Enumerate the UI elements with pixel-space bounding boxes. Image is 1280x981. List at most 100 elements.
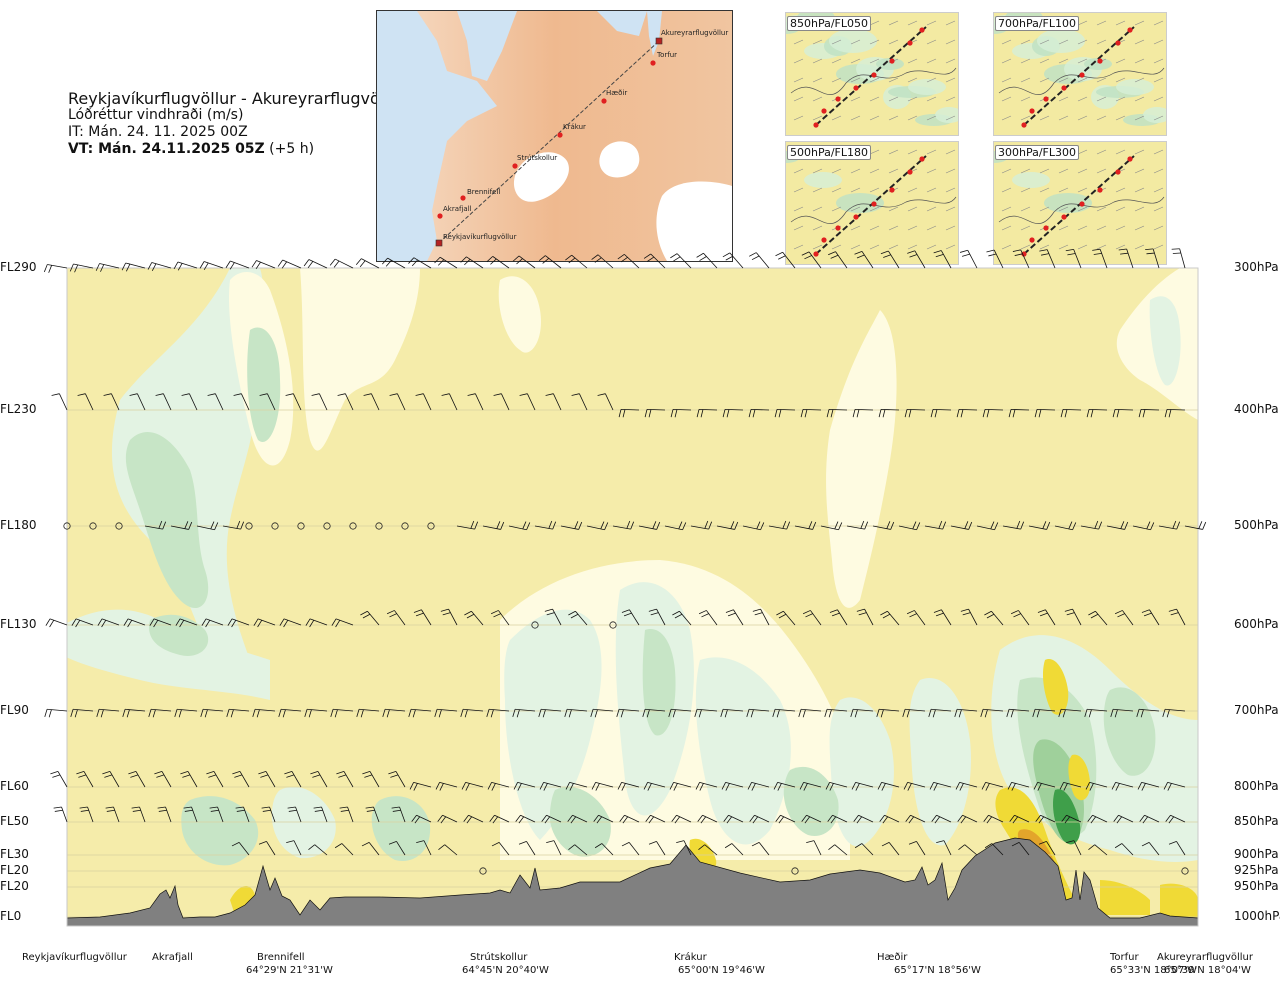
wind-barb-flag [304, 709, 308, 718]
wind-calm [401, 522, 409, 530]
wind-barb-flag [467, 393, 476, 396]
waypoint-label: Strútskollur [517, 154, 557, 162]
wind-barb [1035, 708, 1056, 712]
wind-barb-flag [1167, 783, 1172, 791]
wind-barb-flag [157, 806, 166, 809]
wind-barb-flag [802, 610, 811, 615]
route-line [438, 40, 660, 244]
wind-barb [1139, 708, 1160, 712]
wind-barb-flag [440, 816, 447, 824]
wind-barb [397, 393, 406, 411]
wind-barb-flag [698, 844, 705, 850]
thumb-barb [1058, 39, 1069, 45]
thumb-barb [1020, 58, 1031, 64]
contour-region [695, 657, 791, 845]
thumb-barb [1096, 225, 1107, 231]
wind-barb [656, 841, 666, 856]
wind-barb-flag [1172, 252, 1181, 254]
wind-barb-flag [355, 258, 362, 266]
location-name: Reykjavíkurflugvöllur [22, 952, 127, 963]
wind-barb [239, 771, 250, 788]
wind-barb-flag [541, 814, 547, 822]
wind-barb [1045, 609, 1056, 626]
wind-barb [629, 609, 640, 626]
wind-barb-flag [751, 842, 760, 847]
thumb-850[interactable]: 850hPa/FL050 [785, 12, 959, 136]
wind-barb-flag [313, 806, 322, 809]
wind-barb [671, 708, 692, 712]
thumb-barb [1020, 187, 1031, 193]
wind-barb-flag [79, 806, 88, 809]
wind-barb-flag [465, 783, 470, 791]
wind-barb [924, 525, 943, 530]
thumb-barb [1134, 225, 1145, 231]
thumb-500[interactable]: 500hPa/FL180 [785, 141, 959, 265]
wind-barb [887, 610, 900, 626]
wind-barb-flag [1171, 248, 1180, 250]
wind-barb [177, 708, 198, 712]
wind-barb-flag [546, 612, 555, 616]
thumb-barb [1134, 20, 1145, 26]
wind-barb [335, 618, 354, 626]
contour-region [229, 271, 294, 466]
thumb-barb [812, 58, 823, 64]
wind-barb [716, 525, 735, 530]
wind-barb-flag [856, 608, 865, 612]
waypoint-label: Torfur [656, 51, 677, 59]
wind-barb-flag [1150, 522, 1155, 530]
wind-barb-flag [43, 264, 48, 273]
wind-barb-flag [700, 816, 707, 824]
wind-barb-flag [620, 709, 624, 718]
wind-barb-flag [1011, 842, 1020, 847]
wind-barb [552, 608, 562, 626]
wind-barb [646, 408, 666, 411]
thumb-300[interactable]: 300hPa/FL300 [993, 141, 1167, 265]
wind-barb-flag [696, 409, 700, 418]
wind-barb-flag [1064, 409, 1068, 418]
wind-calm [89, 522, 97, 530]
thumb-barb [1077, 149, 1088, 155]
wind-barb [1167, 781, 1186, 788]
wind-barb-flag [932, 709, 936, 718]
thumb-waypoint [1021, 122, 1027, 128]
wind-barb-flag [365, 806, 374, 809]
wind-barb-flag [53, 806, 62, 809]
wind-barb-flag [1138, 409, 1142, 418]
wind-barb-flag [1114, 610, 1123, 615]
wind-barb [61, 806, 68, 823]
contour-region [1052, 789, 1081, 845]
wind-barb-flag [567, 814, 573, 822]
thumb-barb [888, 77, 899, 83]
wind-barb-flag [1007, 782, 1012, 790]
wind-barb-flag [778, 613, 787, 619]
wind-barb-flag [470, 520, 475, 529]
thumb-waypoint [853, 214, 859, 220]
wind-barb-flag [829, 609, 838, 613]
wind-barb [321, 806, 328, 823]
wind-barb-flag [881, 842, 890, 847]
wind-barb-flag [909, 613, 917, 618]
wind-barb-flag [1037, 783, 1042, 791]
thumb-contour [1044, 193, 1092, 213]
pressure-level-label: 950hPa [1234, 879, 1279, 893]
thumb-barb [869, 20, 880, 26]
waypoint-label: Brennifell [467, 188, 500, 196]
thumb-700[interactable]: 700hPa/FL100 [993, 12, 1167, 136]
wind-barb-flag [362, 771, 371, 775]
wind-barb [801, 708, 822, 712]
contour-region [149, 614, 209, 656]
thumb-barb [812, 206, 823, 212]
wind-barb-flag [188, 521, 193, 530]
waypoint-marker [655, 37, 663, 45]
wind-barb-flag [824, 709, 828, 718]
thumb-barb [945, 39, 956, 45]
wind-barb [1011, 781, 1030, 788]
wind-barb-flag [334, 843, 343, 849]
wind-barb-flag [903, 782, 908, 790]
thumb-barb [926, 96, 937, 102]
wind-barb-flag [544, 816, 551, 824]
wind-barb-flag [890, 521, 895, 530]
wind-barb-flag [1090, 613, 1099, 619]
wind-barb-flag [955, 782, 960, 790]
thumb-barb [888, 168, 899, 174]
